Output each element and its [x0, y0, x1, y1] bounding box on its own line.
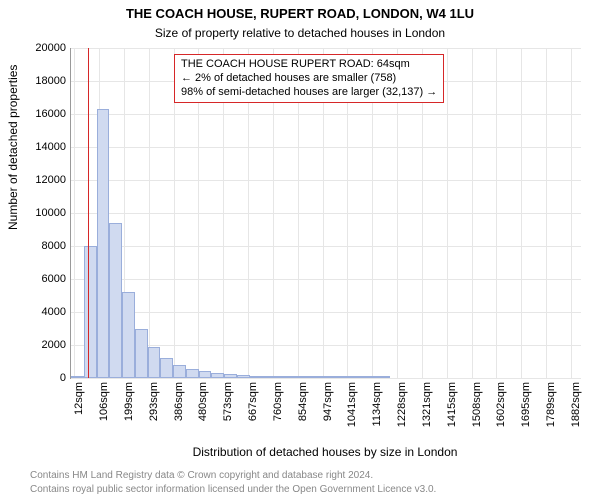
legend-line-1: THE COACH HOUSE RUPERT ROAD: 64sqm: [181, 58, 437, 72]
x-tick-label: 480sqm: [197, 382, 209, 432]
histogram-bar: [326, 376, 339, 378]
gridline-vertical: [521, 48, 522, 378]
histogram-bar: [97, 109, 110, 378]
histogram-bar: [237, 375, 250, 378]
x-tick-label: 1695sqm: [520, 382, 532, 432]
x-tick-label: 1415sqm: [446, 382, 458, 432]
y-tick-label: 10000: [6, 207, 66, 219]
histogram-bar: [122, 292, 135, 378]
x-tick-label: 386sqm: [173, 382, 185, 432]
chart-container: THE COACH HOUSE, RUPERT ROAD, LONDON, W4…: [0, 0, 600, 500]
x-tick-label: 760sqm: [272, 382, 284, 432]
x-tick-label: 12sqm: [73, 382, 85, 432]
y-tick-label: 12000: [6, 174, 66, 186]
x-axis-label: Distribution of detached houses by size …: [70, 445, 580, 459]
x-tick-label: 293sqm: [148, 382, 160, 432]
plot-area: THE COACH HOUSE RUPERT ROAD: 64sqm ← 2% …: [70, 48, 581, 379]
y-tick-label: 2000: [6, 339, 66, 351]
histogram-bar: [352, 376, 365, 378]
gridline-vertical: [472, 48, 473, 378]
x-tick-label: 1508sqm: [471, 382, 483, 432]
histogram-bar: [364, 376, 377, 378]
histogram-bar: [148, 347, 161, 378]
histogram-bar: [199, 371, 212, 378]
histogram-bar: [71, 376, 84, 378]
x-tick-label: 1321sqm: [421, 382, 433, 432]
x-tick-label: 106sqm: [98, 382, 110, 432]
y-tick-label: 16000: [6, 108, 66, 120]
attribution-line-2: Contains royal public sector information…: [30, 484, 436, 495]
histogram-bar: [109, 223, 122, 378]
gridline-horizontal: [71, 279, 581, 280]
gridline-horizontal: [71, 213, 581, 214]
chart-title-primary: THE COACH HOUSE, RUPERT ROAD, LONDON, W4…: [0, 6, 600, 21]
histogram-bar: [135, 329, 148, 379]
x-tick-label: 667sqm: [247, 382, 259, 432]
histogram-bar: [160, 358, 173, 378]
gridline-vertical: [74, 48, 75, 378]
x-tick-label: 573sqm: [222, 382, 234, 432]
histogram-bar: [211, 373, 224, 378]
histogram-bar: [377, 376, 390, 378]
x-tick-label: 1882sqm: [570, 382, 582, 432]
gridline-horizontal: [71, 48, 581, 49]
x-tick-label: 1228sqm: [396, 382, 408, 432]
x-tick-label: 199sqm: [123, 382, 135, 432]
histogram-bar: [250, 376, 263, 378]
x-tick-label: 854sqm: [297, 382, 309, 432]
gridline-horizontal: [71, 246, 581, 247]
histogram-bar: [186, 369, 199, 378]
gridline-vertical: [571, 48, 572, 378]
y-tick-label: 20000: [6, 42, 66, 54]
y-tick-label: 14000: [6, 141, 66, 153]
gridline-vertical: [149, 48, 150, 378]
legend-line-3: 98% of semi-detached houses are larger (…: [181, 86, 437, 100]
gridline-vertical: [447, 48, 448, 378]
gridline-horizontal: [71, 147, 581, 148]
y-tick-label: 4000: [6, 306, 66, 318]
histogram-bar: [173, 365, 186, 378]
gridline-vertical: [496, 48, 497, 378]
y-tick-label: 18000: [6, 75, 66, 87]
histogram-bar: [84, 246, 97, 378]
y-tick-label: 8000: [6, 240, 66, 252]
histogram-bar: [313, 376, 326, 378]
legend-box: THE COACH HOUSE RUPERT ROAD: 64sqm ← 2% …: [174, 54, 444, 103]
gridline-horizontal: [71, 312, 581, 313]
x-tick-label: 947sqm: [322, 382, 334, 432]
marker-line: [88, 48, 89, 378]
gridline-horizontal: [71, 114, 581, 115]
x-tick-label: 1602sqm: [495, 382, 507, 432]
y-tick-label: 6000: [6, 273, 66, 285]
histogram-bar: [288, 376, 301, 378]
histogram-bar: [301, 376, 314, 378]
gridline-horizontal: [71, 378, 581, 379]
legend-line-2: ← 2% of detached houses are smaller (758…: [181, 72, 437, 86]
x-tick-label: 1134sqm: [371, 382, 383, 432]
x-tick-label: 1789sqm: [545, 382, 557, 432]
gridline-horizontal: [71, 180, 581, 181]
histogram-bar: [262, 376, 275, 378]
y-tick-label: 0: [6, 372, 66, 384]
chart-title-secondary: Size of property relative to detached ho…: [0, 26, 600, 40]
x-tick-label: 1041sqm: [346, 382, 358, 432]
histogram-bar: [224, 374, 237, 378]
gridline-vertical: [546, 48, 547, 378]
attribution-line-1: Contains HM Land Registry data © Crown c…: [30, 470, 373, 481]
histogram-bar: [339, 376, 352, 378]
histogram-bar: [275, 376, 288, 378]
